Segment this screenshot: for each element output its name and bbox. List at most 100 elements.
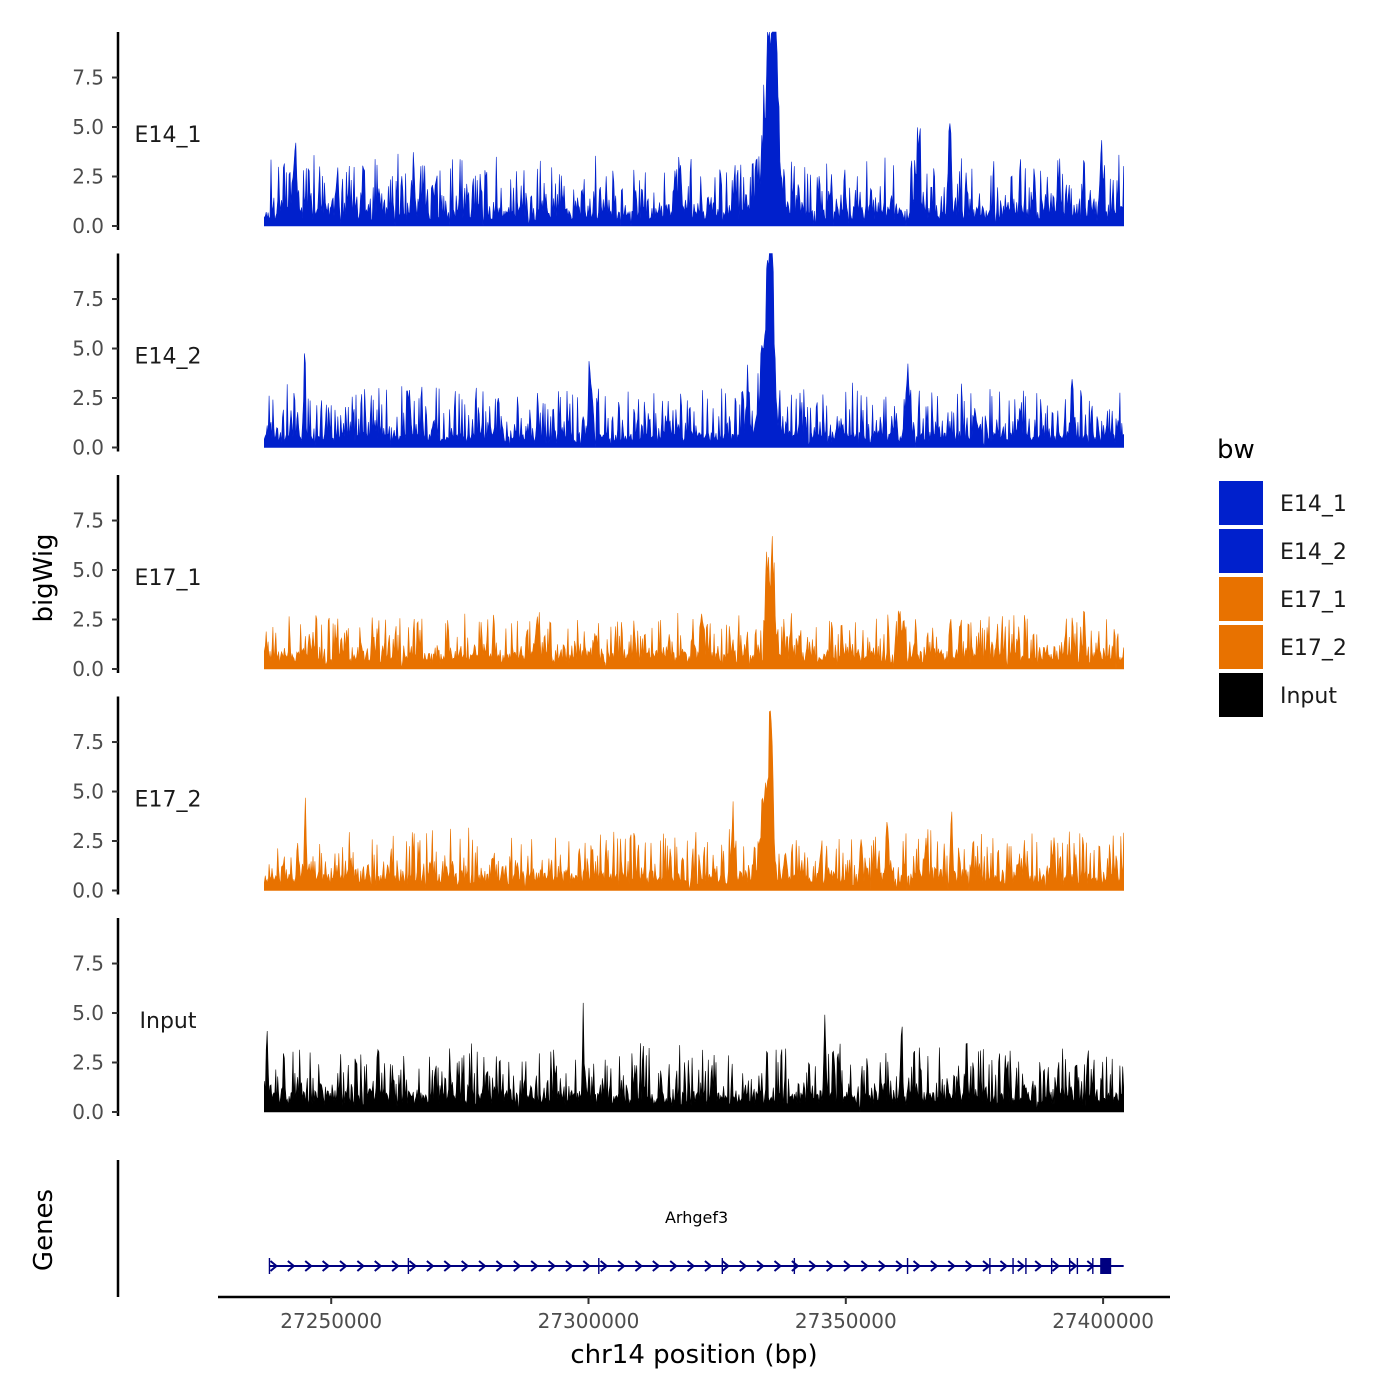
track-label: E17_2 (135, 788, 202, 813)
signal-area-e14-1 (264, 31, 1124, 227)
strand-arrow (912, 1260, 922, 1272)
strand-arrow (965, 1260, 974, 1272)
strand-arrow (391, 1260, 400, 1272)
strand-arrow (339, 1260, 348, 1272)
x-axis-title: chr14 position (bp) (570, 1340, 817, 1370)
legend-label: E14_2 (1280, 540, 1347, 565)
strand-arrow (860, 1260, 869, 1272)
strand-arrow (287, 1260, 296, 1272)
track-e17-1: 0.0 2.5 5.0 7.5 E17_1 (72, 475, 1124, 681)
strand-arrow (443, 1260, 452, 1272)
strand-arrow (617, 1260, 626, 1272)
y-tick-label: 7.5 (72, 509, 104, 533)
strand-arrow (878, 1260, 887, 1272)
strand-arrow (600, 1260, 609, 1272)
strand-arrow (686, 1260, 696, 1272)
strand-arrow (843, 1260, 852, 1272)
exon (1012, 1258, 1014, 1274)
strand-arrow (408, 1260, 418, 1272)
strand-arrow (374, 1260, 383, 1272)
track-label: E14_1 (135, 123, 202, 148)
y-axis-title-group: bigWig (29, 533, 59, 622)
exon (1050, 1258, 1053, 1274)
legend-swatch-e17-1 (1217, 575, 1265, 623)
y-tick-label: 7.5 (72, 730, 104, 754)
signal-area-e17-2 (264, 710, 1124, 891)
x-tick-label: 27250000 (280, 1309, 382, 1333)
y-tick-label: 5.0 (72, 115, 104, 139)
y-tick-label: 5.0 (72, 1001, 104, 1025)
track-label: E17_1 (135, 566, 202, 591)
legend-label: E17_1 (1280, 588, 1347, 613)
strand-arrow (321, 1260, 331, 1272)
legend-swatch-input (1217, 671, 1265, 719)
x-tick-label: 27300000 (538, 1309, 640, 1333)
strand-arrow (478, 1260, 487, 1272)
strand-arrow (547, 1260, 557, 1272)
legend-title: bw (1217, 435, 1255, 465)
legend-swatch-e14-2 (1217, 527, 1265, 575)
y-tick-label: 7.5 (72, 287, 104, 311)
genes-track-title: Genes (29, 1189, 59, 1271)
strand-arrow (825, 1260, 835, 1272)
legend-label: Input (1280, 684, 1337, 709)
strand-arrow (930, 1260, 939, 1272)
strand-arrow (669, 1260, 678, 1272)
exon (598, 1258, 600, 1274)
strand-arrow (269, 1260, 279, 1272)
strand-arrow (426, 1260, 435, 1272)
exon (1076, 1258, 1079, 1274)
y-axis-title: bigWig (29, 533, 59, 622)
y-tick-label: 7.5 (72, 952, 104, 976)
exon (1068, 1258, 1071, 1274)
exon (989, 1258, 991, 1274)
strand-arrow (582, 1260, 591, 1272)
exon (1025, 1258, 1027, 1274)
track-label: Input (140, 1009, 197, 1034)
legend: bw E14_1 E14_2 E17_1 E17_2 Input (1217, 435, 1347, 719)
y-tick-label: 2.5 (72, 386, 104, 410)
strand-arrow (1051, 1260, 1061, 1272)
strand-arrow (565, 1260, 574, 1272)
signal-area-e17-1 (264, 536, 1124, 670)
exon (721, 1258, 724, 1274)
x-tick-label: 27350000 (795, 1309, 897, 1333)
y-tick-label: 5.0 (72, 780, 104, 804)
y-tick-label: 2.5 (72, 608, 104, 632)
genes-panel: Genes Arhgef3 (29, 1160, 1124, 1297)
strand-arrow (895, 1260, 904, 1272)
exon (1092, 1258, 1094, 1274)
strand-arrow (304, 1260, 313, 1272)
track-input: 0.0 2.5 5.0 7.5 Input (72, 918, 1124, 1124)
y-tick-label: 0.0 (72, 436, 104, 460)
exon (268, 1258, 271, 1274)
gene-arhgef3: Arhgef3 (268, 1208, 1124, 1274)
legend-swatch-e14-1 (1217, 479, 1265, 527)
y-tick-label: 0.0 (72, 1100, 104, 1124)
track-e14-1: 0.0 2.5 5.0 7.5 E14_1 (72, 31, 1124, 238)
strand-arrow (721, 1260, 730, 1272)
strand-arrow (1034, 1260, 1043, 1272)
y-tick-label: 2.5 (72, 165, 104, 189)
y-tick-label: 2.5 (72, 829, 104, 853)
y-tick-label: 7.5 (72, 66, 104, 90)
exon (407, 1258, 410, 1274)
strand-arrow (704, 1260, 713, 1272)
strand-arrow (513, 1260, 522, 1272)
signal-area-input (264, 1002, 1124, 1113)
strand-arrow (756, 1260, 765, 1272)
y-tick-label: 2.5 (72, 1051, 104, 1075)
strand-arrow (634, 1260, 643, 1272)
strand-arrow (652, 1260, 661, 1272)
strand-arrow (530, 1260, 539, 1272)
exon (1100, 1258, 1112, 1274)
strand-arrow (982, 1260, 991, 1272)
y-tick-label: 0.0 (72, 214, 104, 238)
legend-label: E17_2 (1280, 636, 1347, 661)
signal-area-e14-2 (264, 253, 1124, 448)
exon (906, 1258, 909, 1274)
x-axis: 27250000 27300000 27350000 27400000 (218, 1295, 1170, 1333)
strand-arrow (460, 1260, 470, 1272)
strand-arrow (495, 1260, 504, 1272)
